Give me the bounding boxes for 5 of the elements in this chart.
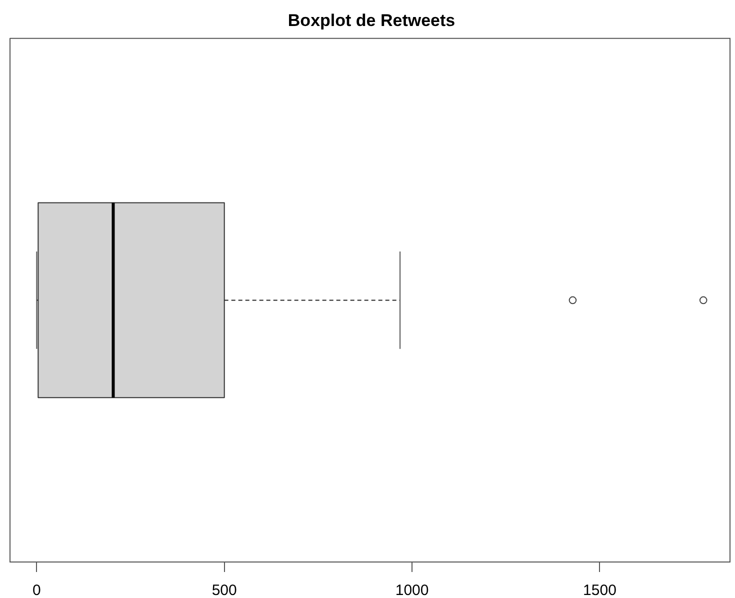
x-tick-label: 0 [32,582,41,598]
chart-title: Boxplot de Retweets [288,10,456,30]
x-tick-label: 500 [212,582,237,598]
x-tick-label: 1500 [583,582,616,598]
x-tick-label: 1000 [395,582,429,598]
